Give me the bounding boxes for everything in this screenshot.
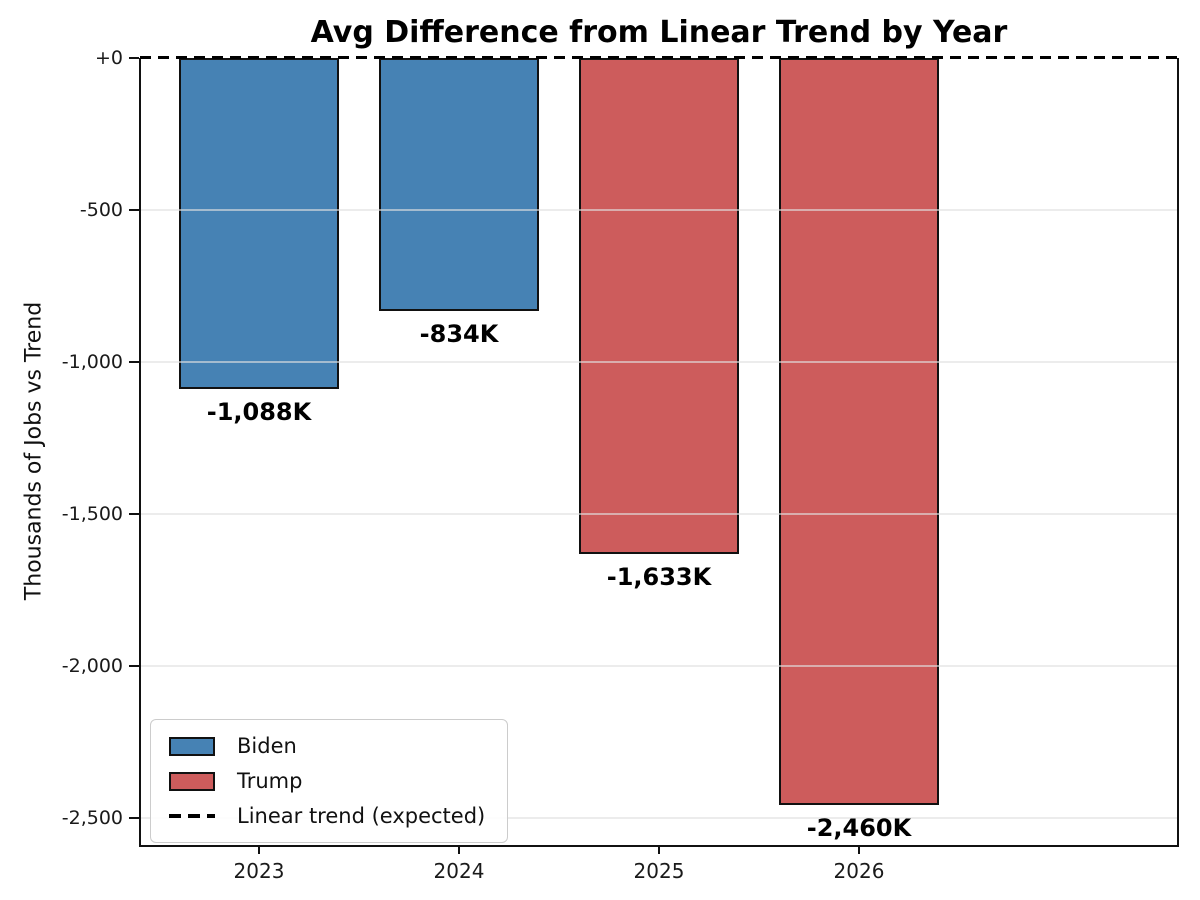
- legend: Biden Trump Linear trend (expected): [150, 719, 508, 843]
- bar-2026: [779, 58, 939, 806]
- linear-trend-line: [140, 56, 1178, 59]
- x-tick-mark-2023: [258, 845, 260, 854]
- x-tick-label-2023: 2023: [233, 859, 285, 883]
- y-tick-mark-+0: [129, 57, 139, 59]
- legend-item-biden: Biden: [169, 733, 489, 759]
- y-tick-mark--500: [129, 208, 139, 211]
- legend-label-trend: Linear trend (expected): [237, 804, 486, 828]
- bar-2023: [179, 58, 339, 389]
- y-tick-label--1,000: -1,000: [61, 350, 123, 373]
- x-tick-label-2025: 2025: [633, 859, 685, 883]
- y-tick-mark--2,000: [129, 664, 139, 667]
- bar-2025: [579, 58, 739, 555]
- y-tick-label--500: -500: [79, 198, 123, 221]
- x-tick-mark-2026: [858, 845, 860, 854]
- x-tick-mark-2025: [658, 845, 660, 854]
- trump-swatch-icon: [169, 771, 215, 791]
- x-tick-mark-2024: [458, 845, 460, 854]
- legend-label-biden: Biden: [237, 734, 297, 758]
- legend-label-trump: Trump: [237, 769, 303, 793]
- y-tick-label--1,500: -1,500: [61, 502, 123, 525]
- y-tick-label--2,500: -2,500: [61, 806, 123, 829]
- gridline--2,000: [141, 664, 1177, 667]
- bar-value-label-2025: -1,633K: [606, 563, 712, 592]
- x-tick-label-2026: 2026: [833, 859, 885, 883]
- bar-value-label-2026: -2,460K: [806, 814, 912, 843]
- biden-swatch-icon: [169, 736, 215, 756]
- dashed-line-swatch-icon: [169, 814, 215, 818]
- chart-title: Avg Difference from Linear Trend by Year: [310, 15, 1008, 50]
- bar-2024: [379, 58, 539, 312]
- legend-item-trump: Trump: [169, 768, 489, 794]
- y-tick-mark--2,500: [129, 816, 139, 819]
- x-tick-label-2024: 2024: [433, 859, 485, 883]
- bar-value-label-2024: -834K: [419, 320, 499, 349]
- y-tick-mark--1,000: [129, 360, 139, 363]
- y-axis-label: Thousands of Jobs vs Trend: [21, 301, 47, 601]
- y-tick-mark--1,500: [129, 512, 139, 515]
- plot-area: -1,088K -834K -1,633K -2,460K +0 -500 -1,000 -1…: [62, 47, 1179, 883]
- y-tick-label-+0: +0: [94, 47, 123, 69]
- y-tick-label--2,000: -2,000: [61, 654, 123, 677]
- legend-item-trend: Linear trend (expected): [169, 803, 489, 829]
- bar-value-label-2023: -1,088K: [206, 397, 312, 426]
